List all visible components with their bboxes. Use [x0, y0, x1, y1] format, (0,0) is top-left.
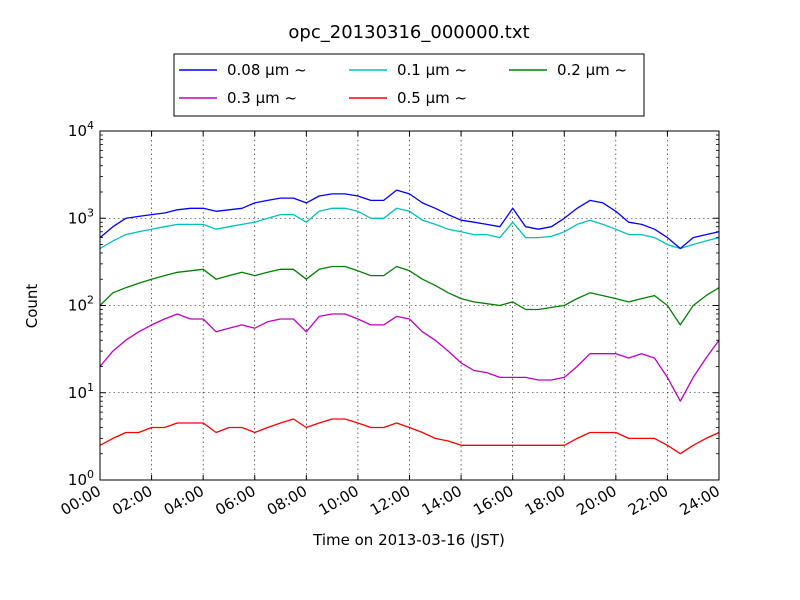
- series-layer: [99, 189, 720, 455]
- series-line: [99, 313, 720, 402]
- legend-frame: [173, 53, 645, 117]
- legend-label: 0.3 μm ~: [227, 89, 297, 107]
- y-tick-label: 100: [68, 468, 94, 489]
- legend-label: 0.08 μm ~: [227, 61, 307, 79]
- series-line: [99, 265, 720, 326]
- x-axis-title: Time on 2013-03-16 (JST): [312, 531, 505, 549]
- y-tick-label: 101: [68, 381, 94, 402]
- legend: 0.08 μm ~ 0.1 μm ~ 0.2 μm ~ 0.3 μm ~ 0.5 μm …: [173, 53, 645, 117]
- legend-label: 0.1 μm ~: [397, 61, 467, 79]
- series-line: [99, 418, 720, 455]
- y-tick-label: 102: [68, 294, 94, 315]
- legend-label: 0.2 μm ~: [557, 61, 627, 79]
- legend-label: 0.5 μm ~: [397, 89, 467, 107]
- series-line: [99, 189, 720, 250]
- series-line: [99, 207, 720, 250]
- y-tick-label: 104: [68, 119, 94, 140]
- plot-area: [100, 131, 719, 480]
- y-tick-label: 103: [68, 206, 94, 227]
- chart-title: opc_20130316_000000.txt: [288, 22, 529, 43]
- y-axis-title: Count: [23, 284, 41, 329]
